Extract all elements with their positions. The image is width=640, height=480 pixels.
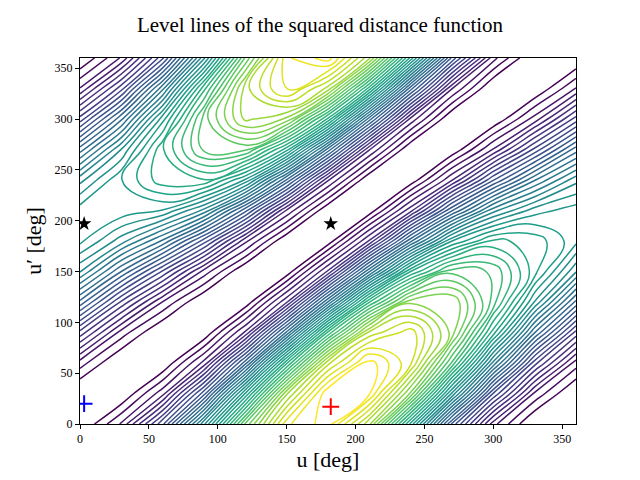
svg-text:200: 200: [55, 214, 73, 228]
svg-text:250: 250: [55, 163, 73, 177]
svg-text:100: 100: [55, 316, 73, 330]
svg-text:0: 0: [67, 417, 73, 431]
svg-text:250: 250: [415, 432, 433, 446]
svg-text:350: 350: [55, 61, 73, 75]
svg-text:u [deg]: u [deg]: [297, 447, 360, 472]
svg-text:350: 350: [553, 432, 571, 446]
svg-text:150: 150: [55, 265, 73, 279]
svg-text:200: 200: [347, 432, 365, 446]
svg-text:Level lines of the squared dis: Level lines of the squared distance func…: [137, 13, 504, 37]
svg-text:150: 150: [278, 432, 296, 446]
svg-text:100: 100: [209, 432, 227, 446]
svg-text:50: 50: [61, 366, 73, 380]
svg-text:300: 300: [55, 112, 73, 126]
svg-text:0: 0: [77, 432, 83, 446]
svg-text:u′ [deg]: u′ [deg]: [21, 207, 46, 275]
svg-text:50: 50: [143, 432, 155, 446]
svg-text:300: 300: [484, 432, 502, 446]
